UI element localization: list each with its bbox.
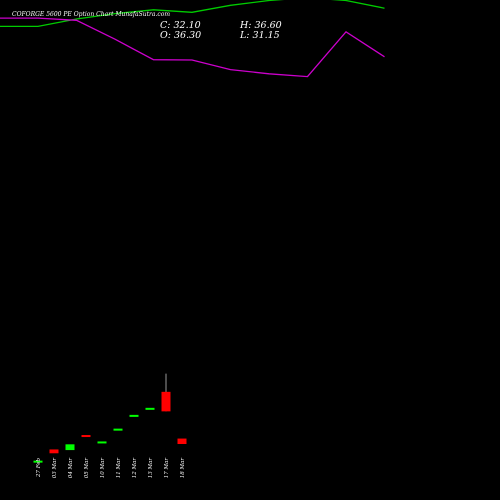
overlay-line-1 — [0, 0, 385, 28]
date-label: 05 Mar — [84, 458, 90, 479]
candle-body — [49, 449, 59, 454]
date-label: 10 Mar — [100, 458, 106, 479]
candle — [81, 435, 91, 438]
candle — [65, 444, 75, 451]
date-label: 11 Mar — [116, 458, 122, 479]
candle-body — [161, 391, 171, 412]
candle-body — [97, 441, 107, 444]
candle-body — [129, 414, 139, 417]
overlay-line-2 — [0, 17, 385, 78]
overlay-lines — [0, 0, 385, 78]
candle — [113, 428, 123, 431]
date-label: 17 Mar — [164, 458, 170, 479]
open-value: O: 36.30 — [160, 30, 202, 41]
high-value: H: 36.60 — [240, 20, 282, 31]
date-label: 03 Mar — [52, 458, 58, 479]
candle — [33, 460, 43, 463]
candle — [177, 438, 187, 444]
date-label: 12 Mar — [132, 458, 138, 479]
candle — [97, 441, 107, 444]
date-axis-labels: 27 Feb 03 Mar 04 Mar 05 Mar 10 Mar 11 Mar 12 M… — [36, 458, 186, 479]
candle-body — [113, 428, 123, 431]
candle — [129, 414, 139, 417]
candlesticks — [33, 373, 187, 463]
candle-body — [177, 438, 187, 444]
candle-body — [33, 460, 43, 463]
candle — [145, 407, 155, 410]
candle-body — [81, 435, 91, 438]
date-label: 18 Mar — [180, 458, 186, 479]
candle — [49, 449, 59, 454]
candle-body — [145, 407, 155, 410]
low-value: L: 31.15 — [240, 30, 280, 41]
close-value: C: 32.10 — [160, 20, 201, 31]
date-label: 13 Mar — [148, 458, 154, 479]
candle-body — [65, 444, 75, 451]
date-label: 04 Mar — [68, 458, 74, 479]
candle — [161, 373, 171, 412]
chart-title: COFORGE 5600 PE Option Chart MunafaSutra… — [12, 11, 171, 18]
date-label: 27 Feb — [36, 458, 42, 479]
